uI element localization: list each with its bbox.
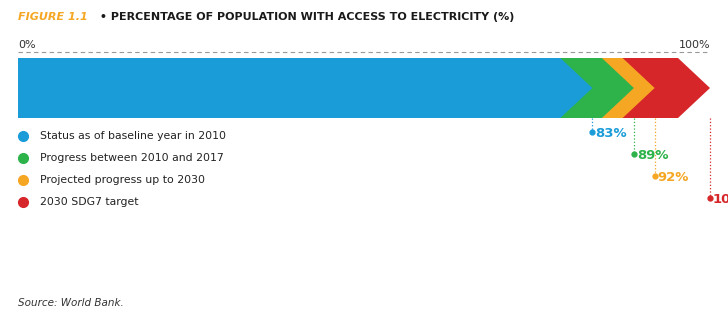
Text: Status as of baseline year in 2010: Status as of baseline year in 2010 — [40, 131, 226, 141]
Text: • PERCENTAGE OF POPULATION WITH ACCESS TO ELECTRICITY (%): • PERCENTAGE OF POPULATION WITH ACCESS T… — [96, 12, 515, 22]
Text: Projected progress up to 2030: Projected progress up to 2030 — [40, 175, 205, 185]
Text: 92%: 92% — [657, 171, 689, 184]
Polygon shape — [18, 58, 593, 118]
Text: 0%: 0% — [18, 40, 36, 50]
Text: 100%: 100% — [713, 193, 728, 206]
Text: 2030 SDG7 target: 2030 SDG7 target — [40, 197, 138, 207]
Text: 83%: 83% — [596, 127, 627, 140]
Polygon shape — [18, 58, 634, 118]
Polygon shape — [18, 58, 654, 118]
Text: 89%: 89% — [637, 149, 668, 162]
Text: Source: World Bank.: Source: World Bank. — [18, 298, 124, 308]
Text: Progress between 2010 and 2017: Progress between 2010 and 2017 — [40, 153, 223, 163]
Text: FIGURE 1.1: FIGURE 1.1 — [18, 12, 88, 22]
Text: 100%: 100% — [678, 40, 710, 50]
Polygon shape — [18, 58, 710, 118]
